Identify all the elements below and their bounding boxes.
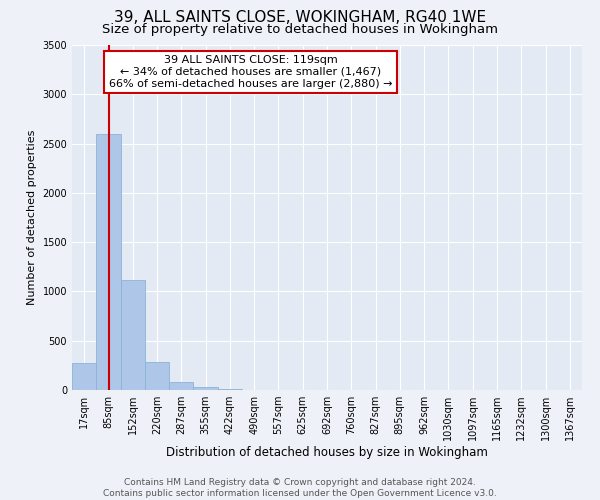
Text: Contains HM Land Registry data © Crown copyright and database right 2024.
Contai: Contains HM Land Registry data © Crown c…: [103, 478, 497, 498]
Bar: [145, 362, 169, 390]
Text: 39 ALL SAINTS CLOSE: 119sqm
← 34% of detached houses are smaller (1,467)
66% of : 39 ALL SAINTS CLOSE: 119sqm ← 34% of det…: [109, 56, 392, 88]
Bar: [169, 382, 193, 390]
Bar: [121, 280, 145, 390]
Text: Size of property relative to detached houses in Wokingham: Size of property relative to detached ho…: [102, 22, 498, 36]
Bar: [72, 363, 96, 390]
Text: 39, ALL SAINTS CLOSE, WOKINGHAM, RG40 1WE: 39, ALL SAINTS CLOSE, WOKINGHAM, RG40 1W…: [114, 10, 486, 25]
Bar: [96, 134, 121, 390]
X-axis label: Distribution of detached houses by size in Wokingham: Distribution of detached houses by size …: [166, 446, 488, 459]
Y-axis label: Number of detached properties: Number of detached properties: [27, 130, 37, 305]
Bar: [193, 387, 218, 390]
Bar: [218, 388, 242, 390]
